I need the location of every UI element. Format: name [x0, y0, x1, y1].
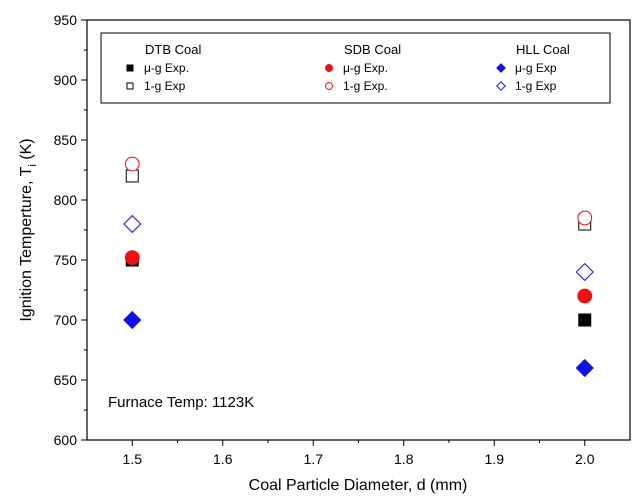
y-axis-title-unit: (K) — [18, 138, 35, 164]
legend-entry-label: 1-g Exp — [144, 79, 186, 93]
legend-group-title: DTB Coal — [145, 42, 201, 57]
legend-marker-diamond — [496, 81, 506, 91]
legend-entry-label: 1-g Exp. — [343, 79, 388, 93]
legend: DTB Coal μ-g Exp. 1-g Exp SDB Coal μ-g Exp. 1… — [126, 42, 570, 93]
y-tick-label: 850 — [54, 132, 78, 148]
legend-entry-label: μ-g Exp — [515, 61, 557, 75]
legend-group-title: HLL Coal — [516, 42, 570, 57]
x-tick-label: 1.7 — [304, 451, 324, 467]
y-tick-label: 750 — [54, 252, 78, 268]
legend-marker-square — [126, 64, 134, 72]
y-tick-label: 800 — [54, 192, 78, 208]
x-axis-title: Coal Particle Diameter, d (mm) — [249, 477, 468, 494]
furnace-temp-annotation: Furnace Temp: 1123K — [108, 394, 254, 411]
y-tick-label: 900 — [54, 72, 78, 88]
legend-marker-square — [126, 82, 134, 90]
data-point-circle — [124, 250, 140, 266]
data-point-diamond — [575, 262, 594, 282]
x-tick-label: 1.9 — [485, 451, 505, 467]
legend-entry-label: μ-g Exp. — [144, 61, 189, 75]
y-tick-label: 650 — [54, 372, 78, 388]
legend-marker-diamond — [496, 63, 506, 73]
data-point-diamond — [123, 310, 142, 330]
legend-entry-label: 1-g Exp — [515, 79, 557, 93]
y-tick-label: 700 — [54, 312, 78, 328]
y-axis: 600 650 700 750 800 850 900 950 — [54, 12, 87, 448]
x-axis: 1.5 1.6 1.7 1.8 1.9 2.0 — [123, 440, 595, 467]
data-point-circle — [577, 210, 593, 226]
x-tick-label: 2.0 — [575, 451, 595, 467]
y-tick-label: 600 — [54, 432, 78, 448]
legend-marker-circle — [325, 82, 333, 90]
y-tick-label: 950 — [54, 12, 78, 28]
data-point-circle — [577, 288, 593, 304]
y-axis-title-main: Ignition Temperture, T — [18, 166, 35, 321]
y-axis-title: Ignition Temperture, Ti (K) — [18, 138, 39, 321]
data-point-circle — [124, 156, 140, 172]
legend-group-title: SDB Coal — [344, 42, 401, 57]
x-tick-label: 1.6 — [213, 451, 233, 467]
x-tick-label: 1.8 — [394, 451, 414, 467]
data-point-square — [125, 169, 139, 183]
data-point-square — [578, 313, 592, 327]
data-point-diamond — [575, 358, 594, 378]
legend-entry-label: μ-g Exp. — [343, 61, 388, 75]
legend-box — [100, 32, 611, 104]
x-tick-label: 1.5 — [123, 451, 143, 467]
data-points — [123, 156, 594, 378]
data-point-diamond — [123, 214, 142, 234]
y-axis-title-subscript: i — [27, 164, 39, 166]
legend-marker-circle — [325, 64, 333, 72]
